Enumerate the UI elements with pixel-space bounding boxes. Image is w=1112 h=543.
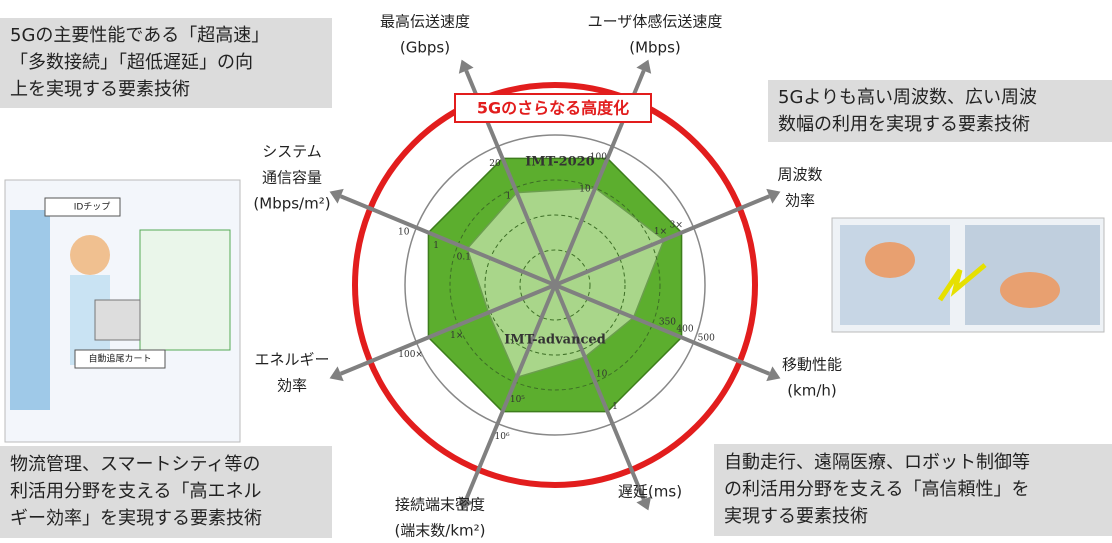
axis-label: (Mbps/m²) bbox=[253, 195, 330, 213]
box-text: 数幅の利用を実現する要素技術 bbox=[778, 114, 1030, 135]
axis-arrow bbox=[766, 366, 781, 382]
axis-arrow bbox=[766, 188, 781, 204]
axis-arrow bbox=[458, 496, 474, 511]
box-text: 利活用分野を支える「高エネル bbox=[10, 481, 261, 502]
axis-label: (Mbps) bbox=[629, 39, 681, 57]
axis-line bbox=[339, 283, 556, 376]
tick-label: 400 bbox=[676, 325, 693, 335]
tick-label: 0.1 bbox=[457, 252, 471, 262]
box-text: 自動走行、遠隔医療、ロボット制御等 bbox=[724, 452, 1030, 473]
axis-label: システム bbox=[262, 143, 322, 161]
axis-arrow bbox=[329, 188, 344, 204]
axis-arrow bbox=[636, 496, 652, 511]
box-text: 5Gの主要性能である「超高速」 bbox=[10, 25, 269, 46]
highlight-box bbox=[454, 93, 652, 123]
axis-label: エネルギー bbox=[254, 351, 329, 369]
dashed-ring bbox=[449, 179, 661, 391]
tick-label: 10 bbox=[596, 369, 608, 379]
illustration-right bbox=[831, 217, 1105, 333]
box-text: の利活用分野を支える「高信頼性」を bbox=[724, 479, 1029, 500]
text-box bbox=[714, 444, 1112, 536]
tick-label: 10⁶ bbox=[495, 432, 510, 442]
tick-label: 10 bbox=[398, 228, 410, 238]
text-box bbox=[0, 446, 332, 538]
outer-ring bbox=[352, 82, 758, 488]
series-label: IMT-advanced bbox=[504, 333, 606, 348]
box-text: 物流管理、スマートシティ等の bbox=[10, 454, 260, 475]
tick-label: 1 bbox=[506, 192, 512, 202]
tick-label: 1 bbox=[433, 241, 439, 251]
tick-label: 100× bbox=[398, 350, 423, 360]
tick-label: 3× bbox=[670, 221, 683, 231]
tick-label: 10 bbox=[579, 185, 591, 195]
axis-label: 周波数 bbox=[777, 166, 822, 184]
tick-label: 1× bbox=[450, 331, 463, 341]
tick-label: 100 bbox=[590, 152, 607, 162]
tick-label: 20 bbox=[489, 159, 501, 169]
axis-line bbox=[553, 284, 646, 501]
highlight: 5Gのさらなる高度化 bbox=[477, 99, 629, 118]
axis-line bbox=[339, 194, 556, 287]
tick-label: 10⁵ bbox=[510, 395, 525, 405]
axis-label: 遅延(ms) bbox=[618, 483, 682, 501]
axis-label: 効率 bbox=[277, 377, 307, 395]
box-text: 上を実現する要素技術 bbox=[10, 79, 190, 100]
axis-label: 移動性能 bbox=[782, 356, 842, 374]
radar bbox=[329, 59, 781, 511]
tick-label: 1 bbox=[612, 402, 618, 412]
dashed-ring bbox=[484, 214, 626, 356]
axis-line bbox=[554, 194, 771, 287]
illustration-label: 自動追尾カート bbox=[88, 353, 151, 365]
axis-label: ユーザ体感伝送速度 bbox=[588, 13, 723, 31]
illustration-label: IDチップ bbox=[74, 202, 111, 213]
axis-label: 最高伝送速度 bbox=[380, 13, 470, 31]
illustration-left bbox=[4, 179, 241, 443]
axis-line bbox=[464, 284, 557, 501]
box-text: 実現する要素技術 bbox=[724, 506, 868, 527]
axis-label: (km/h) bbox=[787, 382, 837, 400]
axis-label: (Gbps) bbox=[400, 39, 450, 57]
axis-arrow bbox=[636, 59, 652, 74]
box-text: 「多数接続」「超低遅延」の向 bbox=[10, 52, 253, 73]
dashed-ring bbox=[519, 249, 591, 321]
tick-label: 350 bbox=[659, 317, 676, 327]
axis-arrow bbox=[329, 366, 344, 382]
axis-label: 接続端末密度 bbox=[395, 496, 485, 514]
text-box bbox=[768, 80, 1112, 142]
series-label: IMT-2020 bbox=[525, 155, 595, 170]
axis-label: (端末数/km²) bbox=[394, 522, 485, 540]
tick-label: 1× bbox=[654, 227, 667, 237]
axis-line bbox=[554, 283, 771, 376]
axis-arrow bbox=[458, 59, 474, 74]
text-box bbox=[0, 18, 332, 108]
box-text: 5Gよりも高い周波数、広い周波 bbox=[778, 87, 1037, 108]
tick-label: 500 bbox=[698, 333, 715, 343]
axis-label: 通信容量 bbox=[262, 169, 322, 187]
axis-label: 効率 bbox=[785, 192, 815, 210]
box-text: ギー効率」を実現する要素技術 bbox=[10, 508, 262, 529]
